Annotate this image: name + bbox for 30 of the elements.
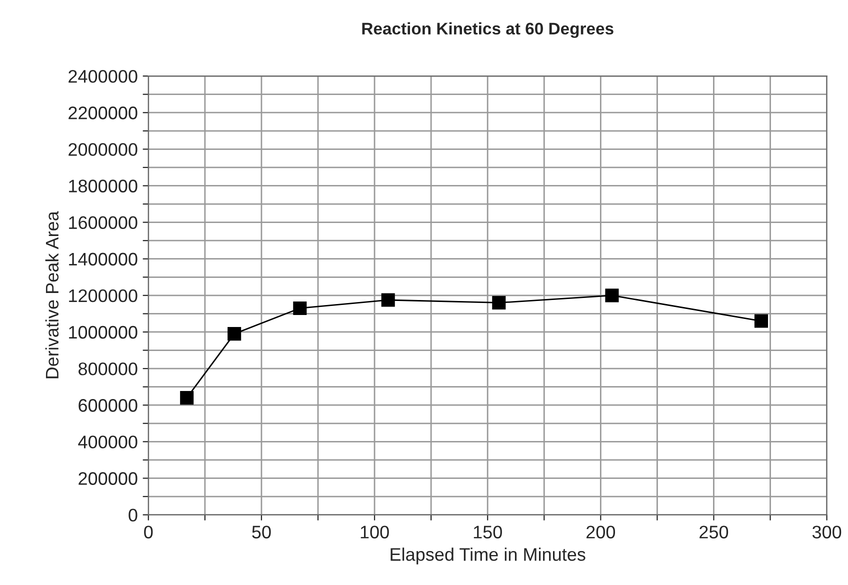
point: [605, 288, 619, 302]
y-tick-label: 0: [128, 508, 138, 522]
point: [754, 314, 768, 328]
chart-title: Reaction Kinetics at 60 Degrees: [362, 22, 614, 38]
y-tick-label: 600000: [78, 399, 138, 412]
x-axis-title: Elapsed Time in Minutes: [390, 548, 586, 564]
y-tick-label: 1400000: [69, 252, 138, 266]
y-tick-label: 2200000: [68, 106, 138, 120]
x-tick-label: 200: [586, 526, 616, 538]
point: [381, 293, 395, 307]
x-tick-label: 250: [700, 526, 728, 538]
y-tick-label: 1000000: [69, 326, 138, 339]
x-tick-label: 0: [144, 526, 153, 538]
y-axis-title: Derivative Peak Area: [45, 211, 59, 378]
y-tick-label: 2400000: [68, 70, 138, 83]
y-tick-label: 2000000: [68, 143, 138, 156]
y-tick-label: 200000: [78, 472, 138, 485]
point: [180, 391, 194, 405]
x-tick-label: 100: [360, 526, 389, 538]
y-tick-label: 1600000: [69, 216, 138, 230]
y-tick-label: 400000: [78, 436, 138, 448]
point: [492, 296, 506, 310]
x-tick-label: 50: [252, 526, 271, 538]
point: [228, 327, 242, 341]
x-tick-label: 150: [474, 526, 502, 538]
x-tick-label: 300: [812, 526, 842, 538]
y-tick-label: 1200000: [69, 289, 138, 302]
y-tick-label: 1800000: [69, 180, 138, 192]
point: [293, 301, 307, 315]
y-tick-label: 800000: [78, 362, 138, 376]
